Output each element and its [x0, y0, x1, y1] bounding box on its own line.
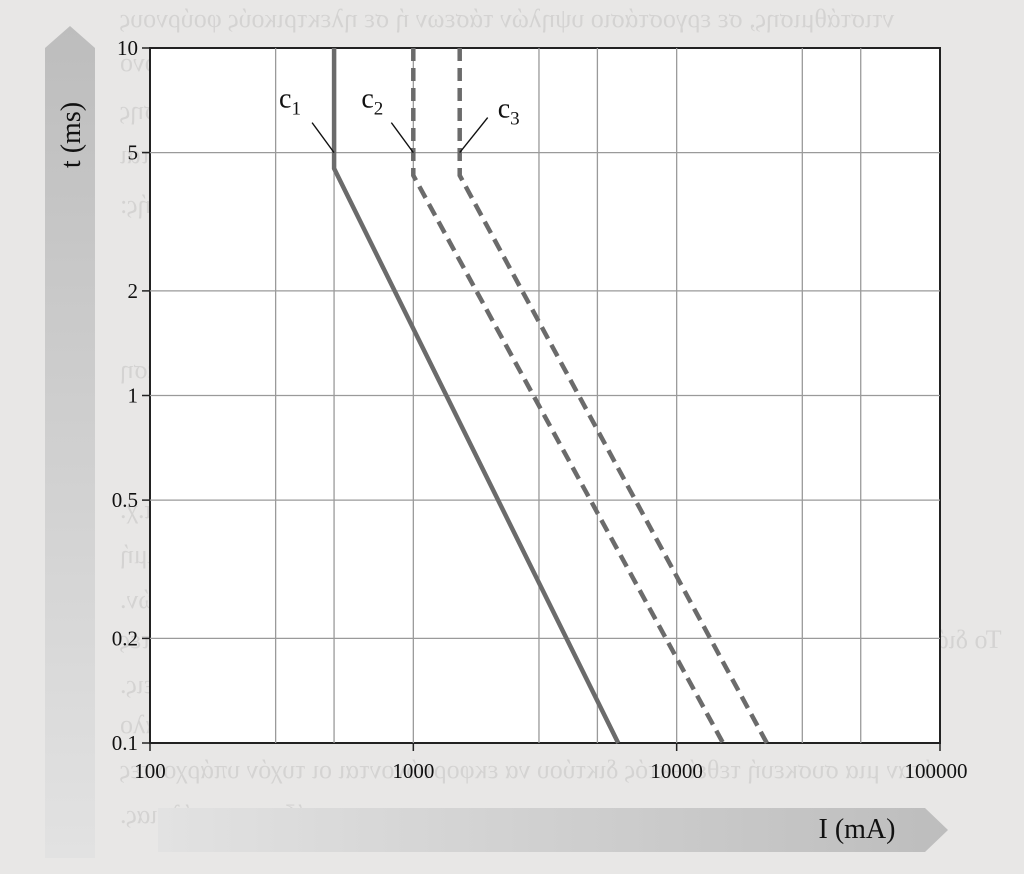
y-tick-label: 0.2: [112, 626, 138, 650]
series-label-c1: c1: [279, 84, 301, 120]
y-tick-label: 5: [128, 141, 139, 165]
series-line-c2: [411, 48, 725, 745]
y-tick-label: 1: [128, 384, 139, 408]
y-tick-label: 10: [117, 36, 138, 60]
x-tick-label: 100: [134, 759, 166, 783]
y-arrow-band: [45, 26, 95, 858]
x-tick-label: 10000: [650, 759, 703, 783]
x-axis-title: I (mA): [819, 814, 896, 845]
grid: [150, 48, 940, 743]
series-lines: [331, 48, 769, 745]
series-line-c3: [457, 48, 769, 745]
series-label-leaders: [311, 117, 489, 154]
y-tick-label: 2: [128, 279, 139, 303]
series-label-c3: c3: [498, 94, 520, 130]
y-tick-label: 0.5: [112, 488, 138, 512]
series-labels: c1 c2 c3: [279, 84, 520, 130]
leader-line-c2: [390, 122, 414, 154]
y-tick-label: 0.1: [112, 731, 138, 755]
series-line-c1: [331, 48, 621, 744]
x-arrow-band: [158, 808, 948, 852]
x-tick-label: 1000: [392, 759, 434, 783]
leader-line-c1: [311, 122, 335, 154]
series-label-c2: c2: [361, 84, 383, 120]
leader-line-c3: [459, 117, 489, 154]
y-axis-title: t (ms): [56, 102, 87, 168]
x-tick-label: 100000: [905, 759, 968, 783]
tick-labels: 0.1 0.2 0.5 1 2 5 10 100 1000 10000 100000: [112, 36, 968, 783]
